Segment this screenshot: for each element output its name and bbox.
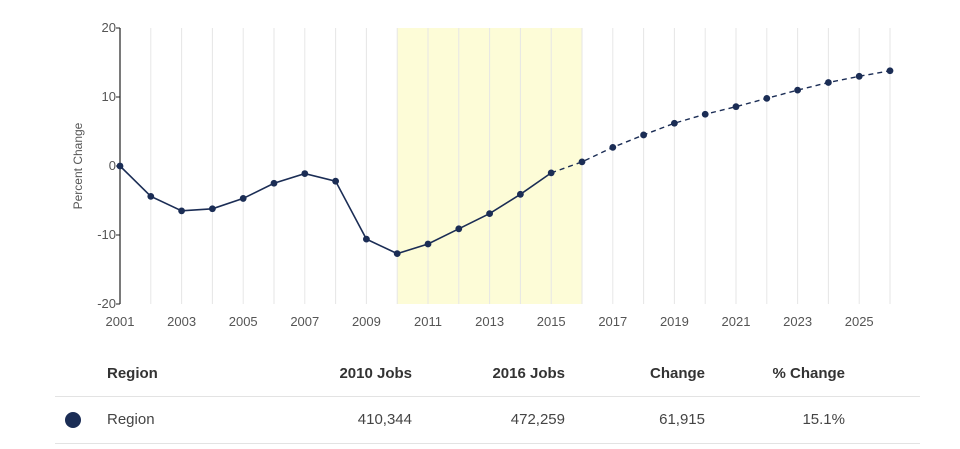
x-tick-label: 2007: [290, 314, 319, 329]
series-color-dot: [65, 412, 81, 428]
row-2010-jobs: 410,344: [357, 411, 412, 428]
header-2016-jobs: 2016 Jobs: [492, 365, 565, 382]
x-tick-label: 2009: [352, 314, 381, 329]
data-point: [178, 207, 186, 215]
row-change: 61,915: [659, 411, 705, 428]
x-tick-label: 2023: [783, 314, 812, 329]
data-point: [547, 169, 555, 177]
header-change: Change: [649, 365, 705, 382]
x-tick-label: 2005: [229, 314, 258, 329]
data-point: [393, 250, 401, 258]
header-pct-change: % Change: [772, 365, 845, 382]
data-point: [486, 210, 493, 218]
data-point: [640, 131, 647, 139]
row-pct-change: 15.1%: [802, 411, 845, 428]
data-point: [578, 158, 586, 166]
data-point: [209, 205, 216, 213]
data-point: [455, 225, 463, 233]
row-2016-jobs: 472,259: [510, 411, 565, 428]
y-tick-label: 0: [109, 158, 116, 173]
data-point: [855, 72, 863, 80]
x-tick-label: 2019: [660, 314, 689, 329]
data-point: [363, 235, 370, 243]
series-line-projected: [550, 70, 891, 174]
x-tick-label: 2013: [475, 314, 504, 329]
data-point: [701, 110, 709, 118]
grid-lines: [150, 28, 891, 304]
data-point: [424, 240, 432, 248]
data-point: [301, 170, 309, 177]
x-tick-label: 2017: [598, 314, 627, 329]
data-point: [270, 179, 278, 187]
data-point: [732, 103, 740, 111]
y-tick-label: -20: [97, 296, 116, 311]
x-tick-label: 2021: [722, 314, 751, 329]
y-axis-title: Percent Change: [71, 122, 85, 209]
data-point: [517, 190, 524, 198]
x-tick-label: 2025: [845, 314, 874, 329]
data-point: [116, 162, 124, 170]
row-region: Region: [107, 411, 155, 428]
data-point: [825, 79, 832, 86]
x-tick-label: 2001: [106, 314, 135, 329]
data-point: [794, 86, 801, 94]
x-tick-label: 2003: [167, 314, 196, 329]
data-point: [609, 143, 617, 151]
header-region: Region: [107, 365, 158, 382]
data-point: [332, 177, 339, 185]
data-point: [886, 67, 894, 75]
data-point: [671, 119, 678, 127]
series-points: [116, 67, 894, 258]
x-tick-label: 2015: [537, 314, 566, 329]
x-tick-label: 2011: [414, 314, 442, 329]
data-point: [763, 94, 771, 102]
line-chart: 20 10 0 -10 -20 2001 2003 2005 2007 2009 2011 2013…: [71, 20, 894, 329]
header-2010-jobs: 2010 Jobs: [339, 365, 412, 382]
y-axis-ticks: 20 10 0 -10 -20: [97, 20, 120, 311]
data-point: [147, 192, 155, 200]
table-header-row: Region 2010 Jobs 2016 Jobs Change % Chan…: [55, 352, 920, 397]
jobs-table: Region 2010 Jobs 2016 Jobs Change % Chan…: [55, 352, 920, 444]
x-axis-ticks: 2001 2003 2005 2007 2009 2011 2013 2015 2017 2019…: [106, 314, 874, 329]
y-tick-label: 20: [102, 20, 116, 35]
y-tick-label: 10: [102, 89, 116, 104]
y-tick-label: -10: [97, 227, 116, 242]
table-row: Region 410,344 472,259 61,915 15.1%: [55, 397, 920, 444]
data-point: [239, 195, 247, 202]
